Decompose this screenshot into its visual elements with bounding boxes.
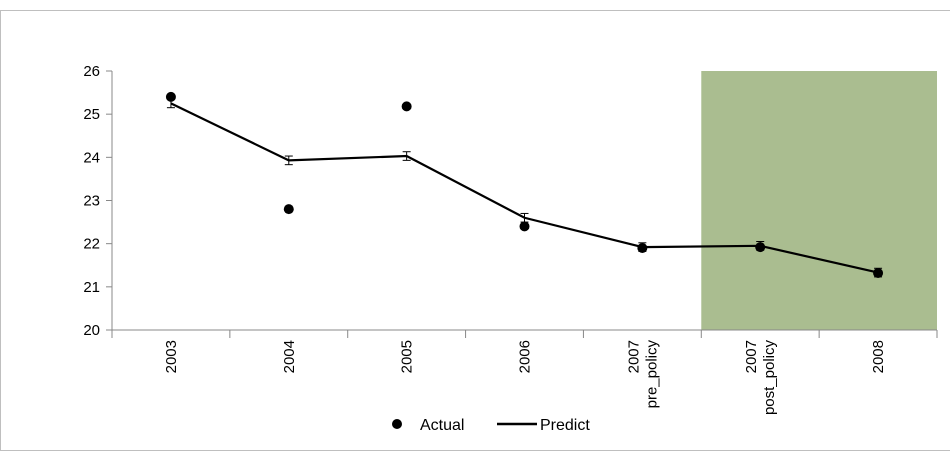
x-category-label-line: 2007 xyxy=(743,340,760,373)
x-category-label-line: 2003 xyxy=(163,340,180,373)
x-category-label-line: pre_policy xyxy=(643,340,660,409)
y-tick-label: 23 xyxy=(83,193,100,210)
y-tick-label: 20 xyxy=(83,322,100,339)
y-tick-label: 25 xyxy=(83,106,100,123)
y-tick-label: 21 xyxy=(83,279,100,296)
x-category-label: 2008 xyxy=(870,340,887,373)
point-actual xyxy=(755,242,765,252)
legend-marker-actual xyxy=(392,419,402,429)
x-category-label: 2006 xyxy=(517,340,534,373)
point-actual xyxy=(873,268,883,278)
y-tick-label: 22 xyxy=(83,236,100,253)
point-actual xyxy=(166,92,176,102)
point-actual xyxy=(284,204,294,214)
y-tick-label: 24 xyxy=(83,149,100,166)
point-actual xyxy=(637,243,647,253)
x-category-label-line: 2007 xyxy=(625,340,642,373)
highlight-layer xyxy=(701,71,937,330)
x-category-label-line: post_policy xyxy=(761,340,778,416)
x-category-label: 2005 xyxy=(399,340,416,373)
x-category-label: 2003 xyxy=(163,340,180,373)
x-category-label-line: 2008 xyxy=(870,340,887,373)
y-tick-label: 26 xyxy=(83,63,100,80)
highlight-region xyxy=(701,71,937,330)
point-actual xyxy=(402,101,412,111)
x-category-label: 2004 xyxy=(281,340,298,373)
x-category-label-line: 2004 xyxy=(281,340,298,373)
point-actual xyxy=(520,221,530,231)
legend-label-actual: Actual xyxy=(420,417,464,434)
legend-label-predict: Predict xyxy=(540,417,590,434)
x-category-label-line: 2005 xyxy=(399,340,416,373)
x-category-label-line: 2006 xyxy=(517,340,534,373)
